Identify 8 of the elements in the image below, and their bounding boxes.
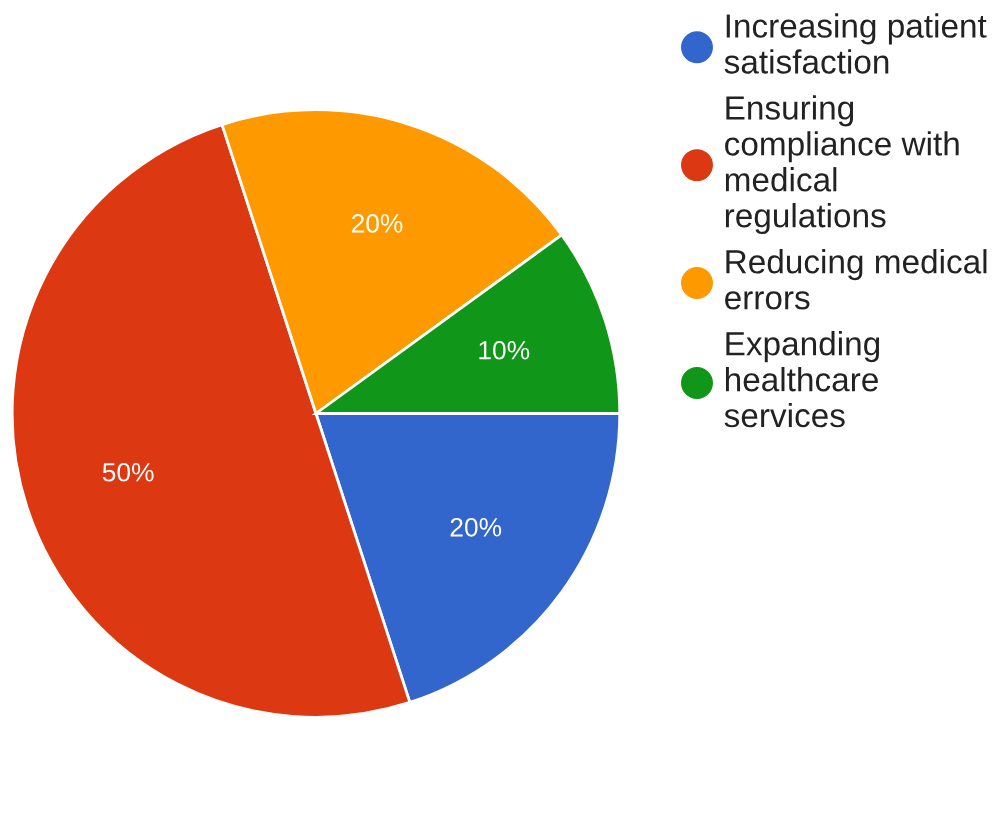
legend-label: Ensuring compliance with medical regulations	[725, 95, 959, 235]
legend-label: Increasing patient satisfaction	[724, 13, 987, 74]
data-label: 20%	[351, 214, 403, 233]
data-label: 20%	[450, 517, 502, 537]
legend-label: Expanding healthcare services	[724, 331, 880, 428]
data-label: 50%	[102, 462, 154, 482]
data-label: 10%	[479, 340, 530, 360]
legend-label: Reducing medical errors	[725, 249, 987, 310]
